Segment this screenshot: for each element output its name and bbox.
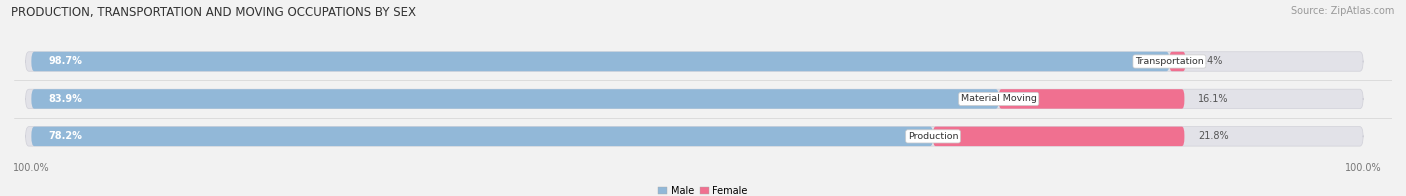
FancyBboxPatch shape [998,89,1184,109]
Text: Source: ZipAtlas.com: Source: ZipAtlas.com [1291,6,1395,16]
Text: Production: Production [908,132,959,141]
Text: 78.2%: 78.2% [49,131,83,141]
Text: 21.8%: 21.8% [1198,131,1229,141]
Text: Material Moving: Material Moving [960,94,1036,103]
FancyBboxPatch shape [31,127,934,146]
Text: 1.4%: 1.4% [1199,56,1223,66]
Text: 98.7%: 98.7% [49,56,83,66]
FancyBboxPatch shape [25,52,1362,71]
FancyBboxPatch shape [934,127,1184,146]
Text: Transportation: Transportation [1135,57,1204,66]
FancyBboxPatch shape [25,127,1362,146]
Text: 83.9%: 83.9% [49,94,83,104]
FancyBboxPatch shape [25,89,1362,109]
FancyBboxPatch shape [31,89,998,109]
FancyBboxPatch shape [31,52,1170,71]
Text: PRODUCTION, TRANSPORTATION AND MOVING OCCUPATIONS BY SEX: PRODUCTION, TRANSPORTATION AND MOVING OC… [11,6,416,19]
Legend: Male, Female: Male, Female [654,182,752,196]
FancyBboxPatch shape [1170,52,1185,71]
Text: 16.1%: 16.1% [1198,94,1229,104]
